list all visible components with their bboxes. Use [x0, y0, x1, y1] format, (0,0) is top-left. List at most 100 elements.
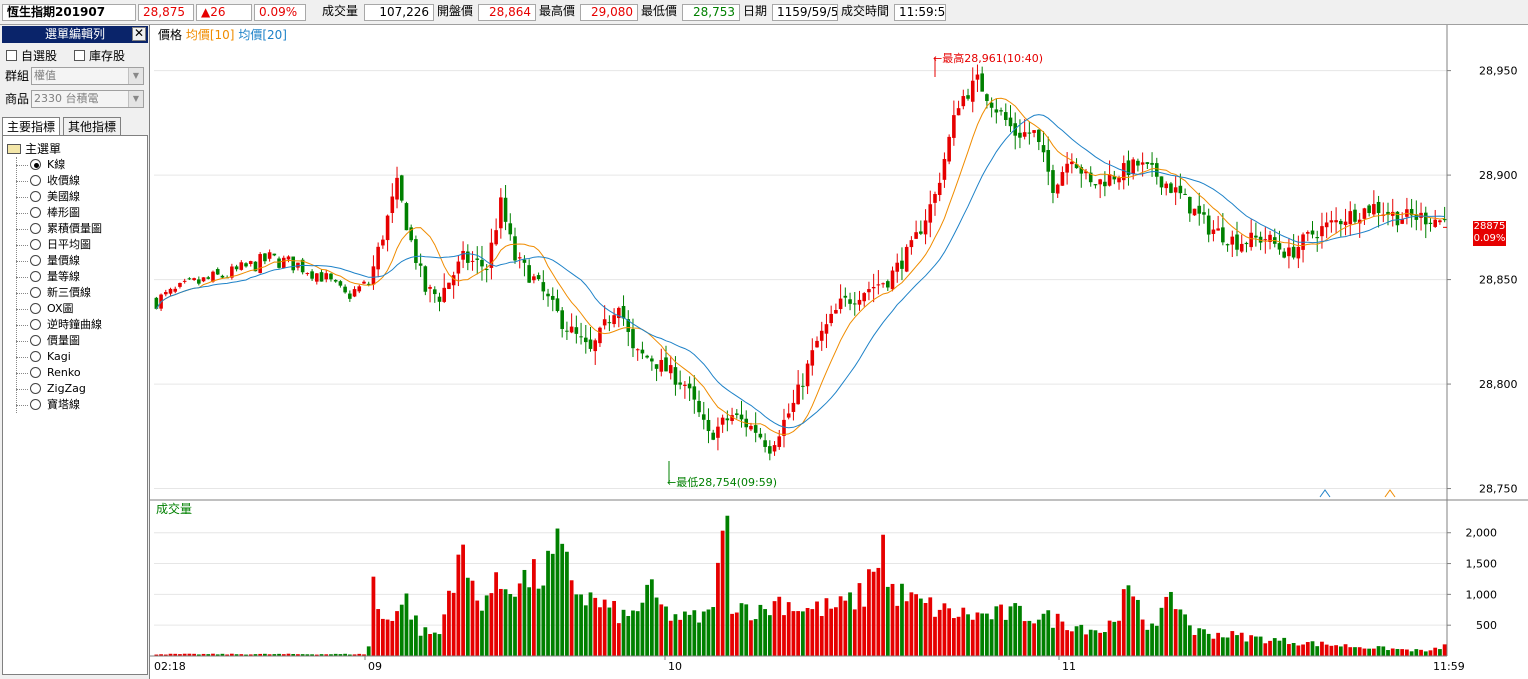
radio-button[interactable] — [30, 159, 41, 170]
radio-button[interactable] — [30, 223, 41, 234]
candle-body — [810, 350, 815, 366]
candle-body — [1305, 232, 1310, 234]
radio-button[interactable] — [30, 207, 41, 218]
candle-body — [1216, 228, 1220, 231]
volume-bar — [560, 543, 565, 656]
tree-item-label: ZigZag — [47, 382, 86, 395]
volume-bar — [1338, 646, 1343, 656]
volume-bar — [324, 654, 329, 656]
tree-item[interactable]: Renko — [16, 365, 81, 381]
volume-bar — [687, 614, 692, 656]
date-label: 日期 — [743, 4, 768, 18]
volume-bar — [1121, 589, 1126, 656]
candle-body — [546, 293, 550, 297]
volume-bar — [829, 608, 834, 656]
candle-body — [253, 261, 258, 272]
tree-connector — [16, 244, 28, 246]
tree-item[interactable]: Kagi — [16, 349, 71, 365]
inventory-checkbox[interactable]: 庫存股 — [74, 48, 125, 64]
volume-bar — [272, 654, 277, 656]
candle-body — [829, 313, 833, 324]
candle-body — [1079, 167, 1084, 174]
candle-body — [937, 182, 942, 195]
tree-item[interactable]: OX圖 — [16, 301, 74, 317]
tab-main-indicators[interactable]: 主要指標 — [2, 117, 61, 136]
tree-connector — [16, 276, 28, 278]
tree-item[interactable]: 寶塔線 — [16, 397, 80, 413]
tree-item[interactable]: 日平均圖 — [16, 237, 91, 253]
candle-body — [735, 413, 739, 415]
radio-button[interactable] — [30, 255, 41, 266]
radio-button[interactable] — [30, 319, 41, 330]
volume-bar — [343, 653, 348, 656]
tab-other-indicators[interactable]: 其他指標 — [63, 117, 122, 136]
volume-bar — [569, 580, 574, 656]
tree-item-label: K線 — [47, 158, 66, 171]
checkbox-box[interactable] — [74, 50, 85, 61]
volume-bar — [192, 653, 196, 656]
tree-item[interactable]: 量價線 — [16, 253, 80, 269]
candle-body — [164, 292, 168, 295]
volume-bar — [1008, 606, 1013, 656]
symbol-name[interactable]: 恆生指期201907 — [2, 4, 136, 21]
tree-item[interactable]: 累積價量圖 — [16, 221, 102, 237]
volume-bar — [1244, 641, 1249, 656]
volume-bar — [310, 654, 314, 656]
chevron-down-icon[interactable]: ▼ — [128, 91, 143, 107]
tree-item[interactable]: 棒形圖 — [16, 205, 80, 221]
tree-item[interactable]: K線 — [16, 157, 65, 173]
volume-bar — [1442, 644, 1447, 656]
product-select[interactable]: 2330 台積電 ▼ — [31, 90, 144, 108]
radio-button[interactable] — [30, 335, 41, 346]
volume-bar — [541, 585, 546, 656]
tree-item[interactable]: 逆時鐘曲線 — [16, 317, 102, 333]
tree-connector — [16, 324, 28, 326]
candle-body — [1353, 209, 1357, 222]
tree-item[interactable]: ZigZag — [16, 381, 86, 397]
checkbox-box[interactable] — [6, 50, 17, 61]
tree-root[interactable]: 主選單 — [7, 141, 61, 157]
radio-button[interactable] — [30, 175, 41, 186]
legend-ma20: 均價[20] — [238, 28, 287, 42]
radio-button[interactable] — [30, 271, 41, 282]
candle-body — [230, 266, 234, 278]
tree-item[interactable]: 收價線 — [16, 173, 80, 189]
volume-bar — [951, 618, 956, 656]
radio-button[interactable] — [30, 287, 41, 298]
volume-bar — [319, 654, 324, 656]
candle-body — [706, 419, 711, 432]
tree-item-label: OX圖 — [47, 302, 74, 315]
radio-button[interactable] — [30, 191, 41, 202]
tree-item[interactable]: 價量圖 — [16, 333, 80, 349]
volume-bar — [1112, 621, 1117, 656]
volume-bar — [928, 597, 933, 656]
tree-item[interactable]: 量等線 — [16, 269, 80, 285]
radio-button[interactable] — [30, 303, 41, 314]
volume-bar — [1258, 636, 1263, 656]
tree-item[interactable]: 美國線 — [16, 189, 80, 205]
watchlist-checkbox[interactable]: 自選股 — [6, 48, 57, 64]
radio-button[interactable] — [30, 399, 41, 410]
group-select[interactable]: 權值 ▼ — [31, 67, 144, 85]
volume-bar — [1154, 625, 1159, 656]
tree-item[interactable]: 新三價線 — [16, 285, 91, 301]
volume-bar — [1093, 630, 1098, 656]
radio-button[interactable] — [30, 239, 41, 250]
radio-button[interactable] — [30, 383, 41, 394]
volume-bar — [947, 608, 952, 656]
volume-bar — [895, 605, 900, 656]
chart-area[interactable]: 28,750 28,800 28,850 28,900 28,950 500 1,000 1,… — [150, 25, 1528, 679]
quote-bar: 恆生指期201907 28,875 ▲26 0.09% 成交量 107,226 … — [0, 0, 1528, 25]
volume-bar — [1183, 614, 1187, 656]
radio-button[interactable] — [30, 367, 41, 378]
candle-body — [895, 262, 900, 272]
volume-bar — [1202, 629, 1206, 656]
candle-body — [197, 279, 201, 284]
close-icon[interactable]: ✕ — [132, 26, 146, 41]
price-volume-chart[interactable]: 28,750 28,800 28,850 28,900 28,950 500 1,000 1,… — [150, 25, 1528, 679]
volume-bar — [810, 609, 815, 656]
radio-button[interactable] — [30, 351, 41, 362]
volume-bar — [451, 592, 456, 656]
volume-bar — [970, 619, 975, 656]
chevron-down-icon[interactable]: ▼ — [128, 68, 143, 84]
